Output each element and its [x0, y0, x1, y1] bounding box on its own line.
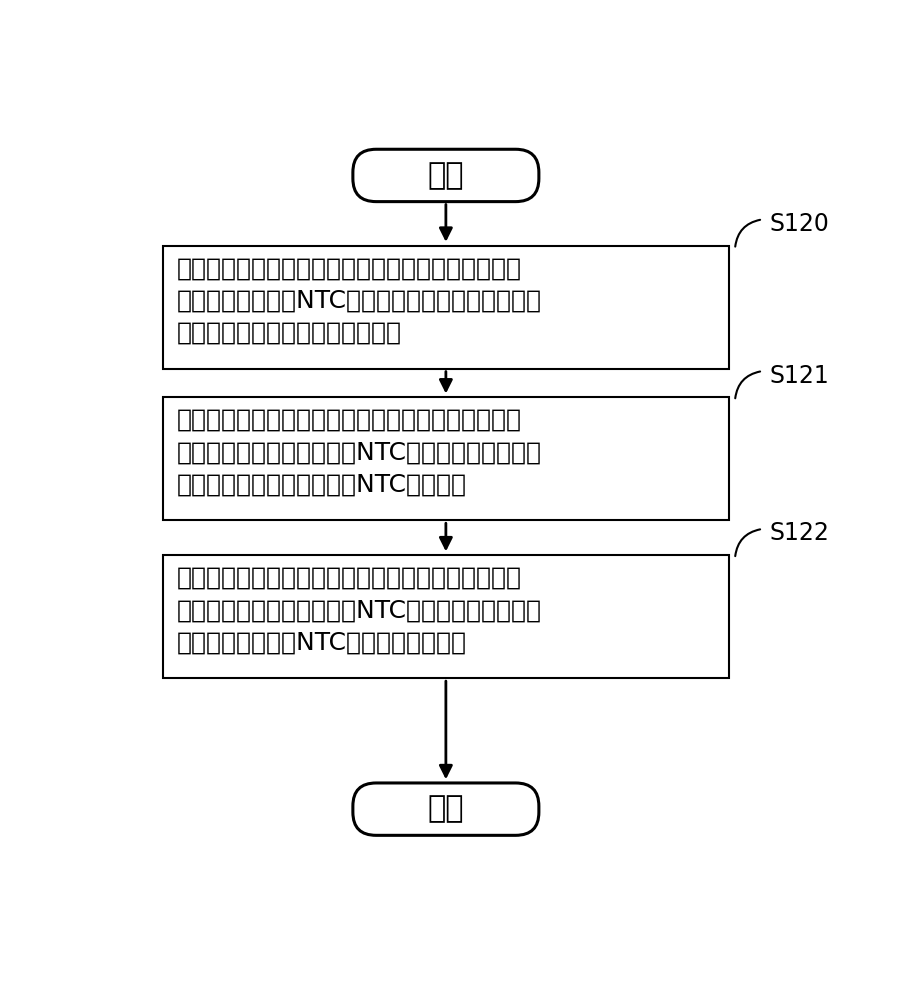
FancyBboxPatch shape — [353, 149, 539, 202]
FancyBboxPatch shape — [353, 783, 539, 835]
Bar — [163, 397, 729, 520]
Text: 按所述档位的趋近段控制策略，通过控制所述座椅加: 按所述档位的趋近段控制策略，通过控制所述座椅加 — [177, 408, 522, 432]
Text: 逐渐趋近于该档位所对应的NTC目标温度: 逐渐趋近于该档位所对应的NTC目标温度 — [177, 473, 467, 497]
Bar — [163, 555, 729, 678]
Text: S121: S121 — [769, 364, 829, 388]
Text: 热装置间隙性通断，使所述NTC传感器对应的温度值: 热装置间隙性通断，使所述NTC传感器对应的温度值 — [177, 440, 542, 464]
Text: 控制所述座椅加热装置在所述加热档位上一直处于连: 控制所述座椅加热装置在所述加热档位上一直处于连 — [177, 256, 522, 280]
Text: 按所述档位的稳定段控制策略，通过控制所述座椅加: 按所述档位的稳定段控制策略，通过控制所述座椅加 — [177, 566, 522, 590]
Text: S122: S122 — [769, 521, 829, 545]
Text: 开始: 开始 — [428, 161, 464, 190]
Bar — [163, 246, 729, 369]
Text: 通状态，直至所述NTC传感器对应的温度值达到该档: 通状态，直至所述NTC传感器对应的温度值达到该档 — [177, 289, 542, 313]
Text: 位所对应的初始升温段的目标温度: 位所对应的初始升温段的目标温度 — [177, 321, 402, 345]
Text: 在该档位所对应的NTC目标温度上下波动: 在该档位所对应的NTC目标温度上下波动 — [177, 631, 467, 655]
Text: 结束: 结束 — [428, 795, 464, 824]
Text: 热装置间隙性通断，使所述NTC传感器对应的温度值: 热装置间隙性通断，使所述NTC传感器对应的温度值 — [177, 598, 542, 622]
Text: S120: S120 — [769, 212, 829, 236]
